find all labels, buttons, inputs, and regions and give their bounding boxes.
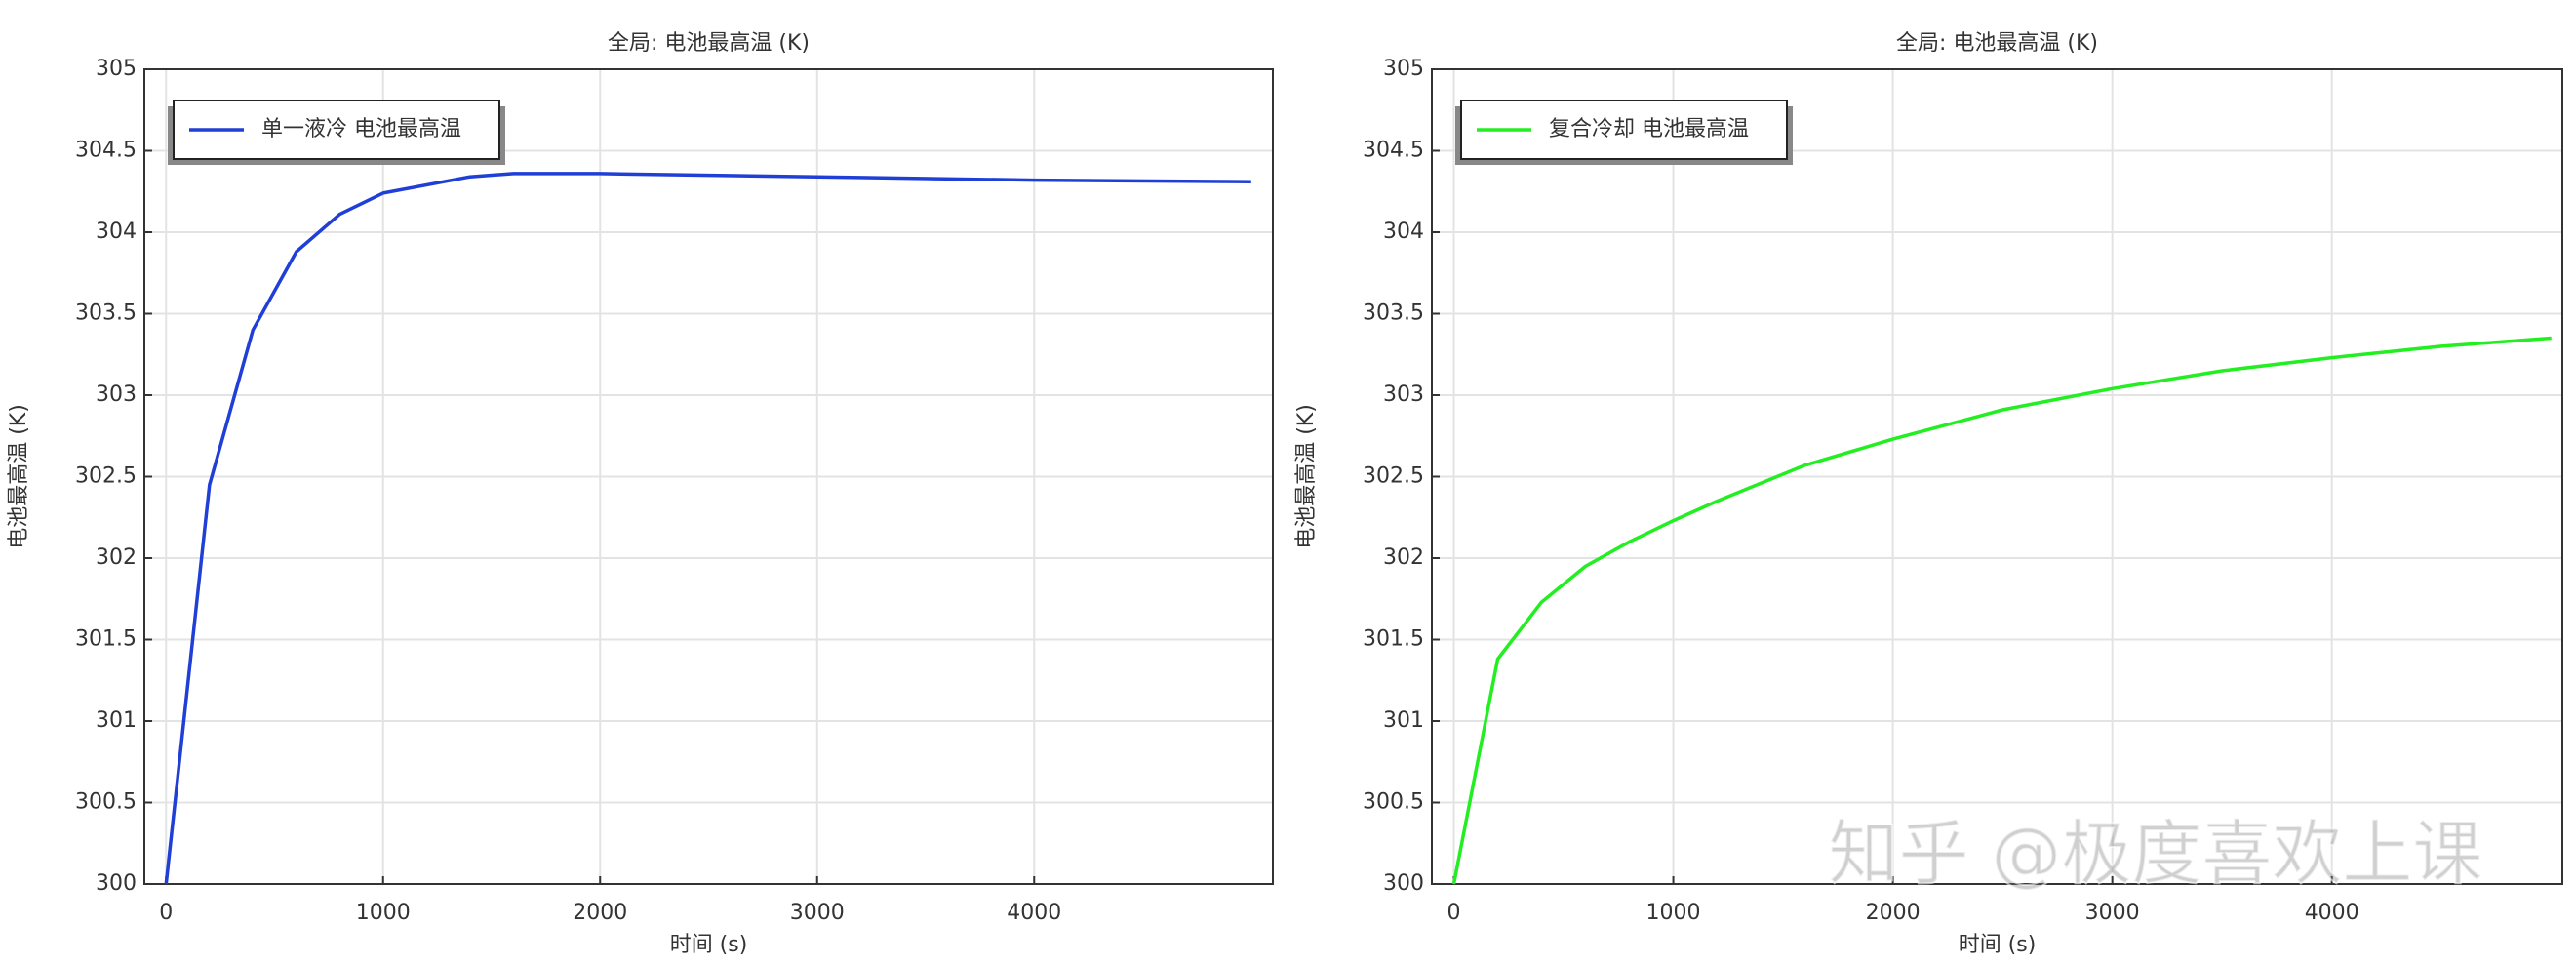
y-tick-label: 300	[1383, 871, 1424, 896]
data-line	[1451, 336, 2552, 885]
y-tick-label: 302.5	[75, 464, 137, 489]
legend-label: 复合冷却 电池最高温	[1549, 117, 1749, 141]
y-tick-label: 300.5	[75, 790, 137, 815]
y-tick-label: 301	[1383, 708, 1424, 733]
x-tick-label: 2000	[1866, 901, 1921, 925]
watermark: 知乎 @极度喜欢上课	[1829, 813, 2483, 895]
plot-frame	[1431, 68, 2563, 885]
x-tick-label: 3000	[2085, 901, 2140, 925]
y-tick-label: 305	[96, 57, 137, 81]
x-tick-label: 4000	[2305, 901, 2359, 925]
chart: 300 300.5 301 301.5 302 302.5 303 303.5 304 304.5…	[1294, 31, 2563, 957]
x-axis-label: 时间 (s)	[1959, 933, 2037, 957]
y-tick-label: 301	[96, 708, 137, 733]
y-tick-label: 302	[1383, 545, 1424, 570]
chart-title: 全局: 电池最高温 (K)	[608, 31, 810, 56]
x-tick-label: 0	[159, 901, 173, 925]
y-axis-label: 电池最高温 (K)	[7, 404, 31, 549]
y-tick-label: 304.5	[75, 139, 137, 163]
x-tick-label: 3000	[790, 901, 845, 925]
x-tick-label: 0	[1447, 901, 1461, 925]
plot-frame	[143, 68, 1274, 885]
legend-label: 单一液冷 电池最高温	[261, 117, 461, 141]
y-tick-label: 302	[96, 545, 137, 570]
chart: 300 300.5 301 301.5 302 302.5 303 303.5 304 304.5…	[7, 31, 1274, 957]
y-axis-label: 电池最高温 (K)	[1294, 404, 1319, 549]
x-tick-label: 2000	[573, 901, 627, 925]
y-tick-label: 303.5	[75, 302, 137, 326]
legend-box	[173, 100, 500, 160]
y-tick-label: 302.5	[1363, 464, 1424, 489]
y-tick-label: 301.5	[1363, 627, 1424, 652]
y-tick-label: 300.5	[1363, 790, 1424, 815]
x-tick-label: 1000	[356, 901, 411, 925]
y-tick-label: 303	[1383, 382, 1424, 407]
x-tick-label: 4000	[1007, 901, 1061, 925]
y-tick-label: 304.5	[1363, 139, 1424, 163]
y-tick-label: 304	[96, 220, 137, 244]
x-axis-label: 时间 (s)	[670, 933, 748, 957]
y-tick-label: 304	[1383, 220, 1424, 244]
y-tick-label: 303.5	[1363, 302, 1424, 326]
y-tick-label: 303	[96, 382, 137, 407]
y-tick-label: 305	[1383, 57, 1424, 81]
chart-title: 全局: 电池最高温 (K)	[1896, 31, 2098, 56]
x-tick-label: 1000	[1646, 901, 1701, 925]
y-tick-label: 301.5	[75, 627, 137, 652]
data-line	[164, 172, 1251, 885]
y-tick-label: 300	[96, 871, 137, 896]
